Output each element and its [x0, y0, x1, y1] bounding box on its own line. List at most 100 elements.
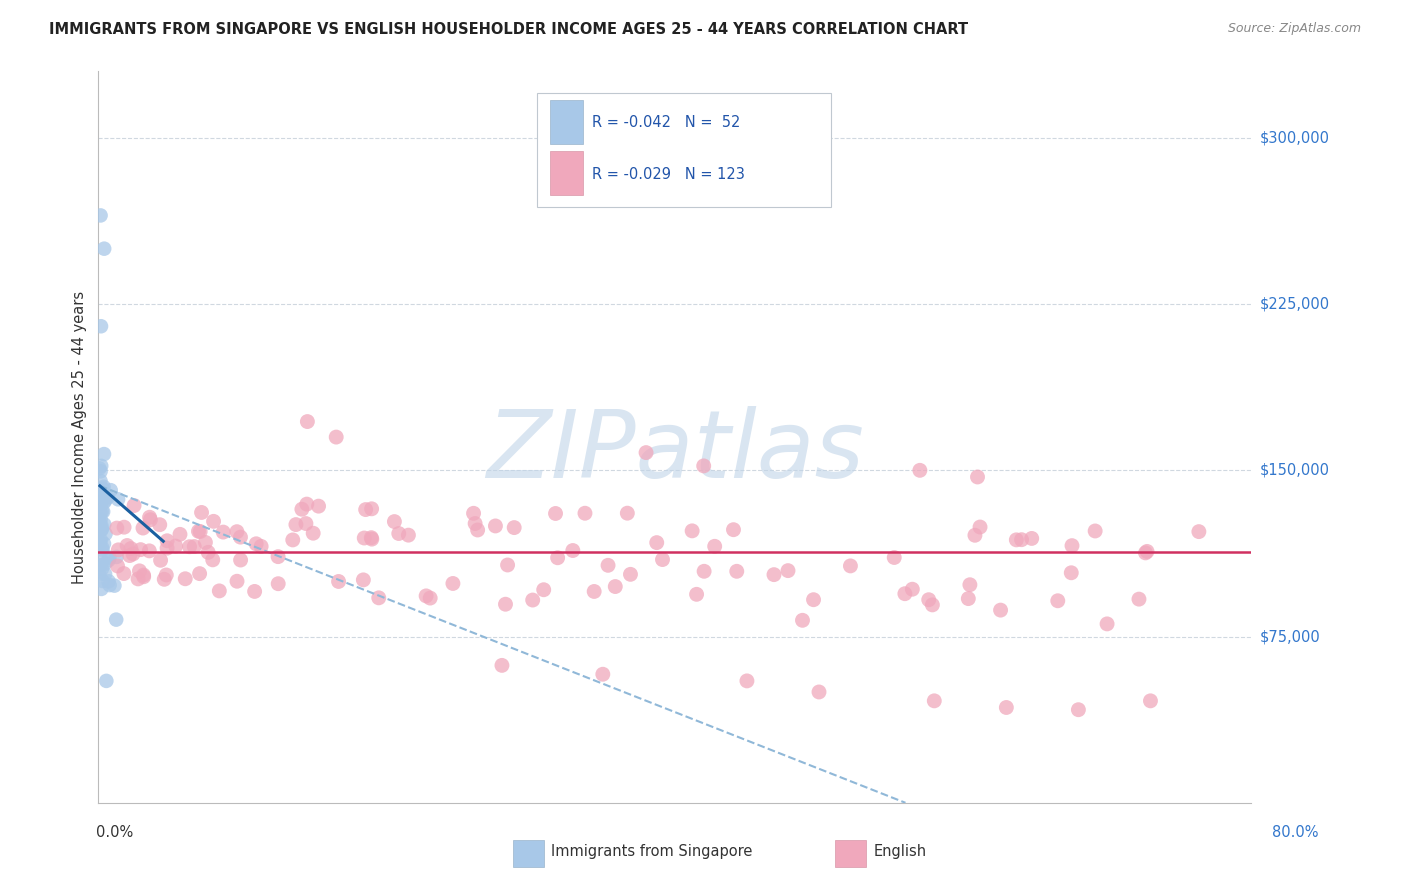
Point — [201, 553, 224, 567]
Point — [188, 566, 211, 581]
Point — [153, 572, 176, 586]
Point — [367, 591, 389, 605]
Point — [547, 550, 569, 565]
Point — [297, 415, 319, 429]
Point — [90, 496, 112, 510]
Point — [127, 572, 149, 586]
Point — [89, 567, 111, 582]
Point — [94, 557, 117, 571]
Point — [190, 506, 212, 520]
Point — [91, 505, 114, 519]
Point — [1128, 592, 1150, 607]
FancyBboxPatch shape — [550, 152, 582, 195]
Point — [112, 520, 135, 534]
Point — [245, 537, 267, 551]
Point — [183, 540, 205, 554]
Point — [90, 533, 112, 547]
Point — [94, 526, 117, 541]
FancyBboxPatch shape — [537, 94, 831, 207]
Text: 80.0%: 80.0% — [1272, 825, 1319, 839]
Point — [328, 574, 350, 589]
Point — [388, 526, 411, 541]
Point — [308, 499, 330, 513]
Point — [325, 430, 347, 444]
Point — [574, 506, 596, 520]
Point — [995, 700, 1018, 714]
Point — [762, 567, 785, 582]
Point — [91, 483, 114, 498]
Point — [112, 566, 135, 581]
Point — [703, 539, 725, 553]
Point — [155, 568, 177, 582]
Point — [592, 667, 614, 681]
Point — [1139, 694, 1161, 708]
Point — [98, 578, 121, 592]
Point — [229, 553, 252, 567]
Point — [93, 517, 115, 532]
Point — [93, 242, 115, 256]
Point — [91, 555, 114, 569]
Point — [725, 564, 748, 578]
Point — [132, 568, 155, 582]
Point — [128, 564, 150, 578]
Point — [959, 578, 981, 592]
Point — [464, 516, 486, 531]
Point — [284, 517, 307, 532]
Point — [225, 524, 247, 539]
Point — [243, 584, 266, 599]
Point — [226, 574, 249, 589]
Point — [495, 597, 517, 611]
Point — [533, 582, 555, 597]
Point — [396, 528, 419, 542]
Point — [776, 564, 799, 578]
Point — [803, 592, 825, 607]
Point — [89, 535, 111, 549]
Point — [89, 520, 111, 534]
Point — [1046, 594, 1069, 608]
Text: ZIPatlas: ZIPatlas — [486, 406, 863, 497]
Point — [302, 526, 325, 541]
Point — [605, 580, 627, 594]
Point — [89, 558, 111, 572]
Point — [105, 549, 128, 564]
Point — [544, 507, 567, 521]
Point — [723, 523, 745, 537]
Point — [93, 495, 115, 509]
Point — [197, 545, 219, 559]
Text: English: English — [873, 845, 927, 859]
Point — [360, 532, 382, 546]
Point — [169, 527, 191, 541]
Point — [908, 463, 931, 477]
Point — [250, 540, 273, 554]
Point — [963, 528, 986, 542]
Point — [100, 483, 122, 498]
Point — [924, 694, 946, 708]
Point — [352, 573, 374, 587]
Point — [1095, 616, 1118, 631]
Point — [969, 520, 991, 534]
Point — [91, 504, 114, 518]
Text: $150,000: $150,000 — [1260, 463, 1330, 478]
Point — [1135, 546, 1157, 560]
Point — [122, 547, 145, 561]
Point — [693, 458, 716, 473]
Point — [1005, 533, 1028, 547]
Point — [107, 492, 129, 507]
Point — [179, 540, 201, 554]
Point — [894, 587, 917, 601]
Point — [90, 485, 112, 500]
Point — [966, 470, 988, 484]
Point — [174, 572, 197, 586]
Point — [90, 522, 112, 536]
Point — [149, 517, 172, 532]
Point — [90, 209, 112, 223]
Point — [1136, 544, 1159, 558]
Point — [295, 516, 318, 531]
Point — [89, 516, 111, 530]
Text: Immigrants from Singapore: Immigrants from Singapore — [551, 845, 752, 859]
Point — [94, 567, 117, 582]
Point — [91, 541, 114, 556]
Point — [156, 541, 179, 556]
Point — [990, 603, 1012, 617]
Text: R = -0.029   N = 123: R = -0.029 N = 123 — [592, 168, 745, 183]
